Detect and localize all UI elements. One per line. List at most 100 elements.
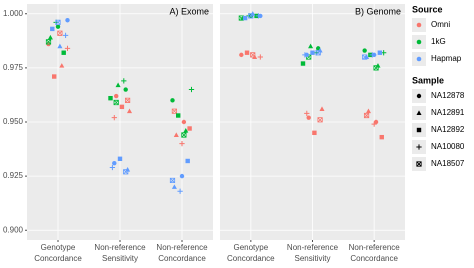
point — [65, 18, 70, 23]
point — [242, 15, 248, 21]
x-tick-label: Non-reference Sensitivity — [94, 243, 146, 263]
point — [369, 52, 375, 58]
point — [55, 24, 61, 29]
point — [123, 169, 129, 175]
legend-label: NA10080 — [431, 142, 465, 151]
x-tick-label: Non-reference Concordance — [156, 243, 208, 263]
point — [117, 156, 123, 162]
point — [50, 26, 55, 32]
point — [185, 158, 190, 164]
point — [300, 61, 306, 66]
point — [176, 113, 181, 118]
legend-shape — [416, 127, 422, 133]
y-tick-label: 0.975 — [3, 63, 24, 72]
legend-shape — [416, 93, 422, 99]
legend-label: Hapmap — [431, 54, 462, 63]
point — [317, 117, 323, 123]
point — [310, 50, 315, 55]
point — [362, 48, 367, 53]
legend-label: NA18507 — [431, 159, 465, 168]
y-tick-label: 1.000 — [3, 9, 24, 18]
legend-label: NA12892 — [431, 125, 465, 134]
point — [55, 19, 61, 26]
point — [181, 132, 187, 138]
legend-swatch — [416, 22, 422, 28]
x-tick-label: Non-reference Sensitivity — [287, 243, 339, 263]
y-tick-label: 0.900 — [3, 225, 24, 234]
point — [170, 98, 175, 103]
point — [362, 54, 368, 60]
point — [187, 126, 192, 131]
legend-label: Omni — [431, 20, 450, 29]
point — [59, 63, 65, 68]
point — [179, 141, 185, 147]
legend-shape — [416, 144, 422, 150]
point — [111, 115, 117, 121]
point — [371, 121, 377, 127]
point — [363, 112, 370, 119]
point — [250, 52, 256, 58]
point — [57, 43, 63, 49]
point — [255, 13, 262, 19]
point — [62, 32, 69, 39]
point — [308, 43, 314, 49]
point — [257, 54, 263, 60]
point — [379, 134, 384, 140]
point — [109, 164, 116, 171]
point — [64, 45, 71, 52]
point — [61, 50, 66, 55]
point — [188, 86, 195, 93]
point — [115, 82, 121, 88]
point — [179, 173, 185, 179]
point — [121, 78, 127, 84]
point — [47, 34, 53, 40]
point — [112, 160, 117, 166]
point — [173, 132, 179, 137]
point — [52, 74, 57, 79]
point — [373, 65, 379, 71]
point — [45, 39, 52, 45]
point — [126, 108, 133, 114]
point — [304, 110, 310, 116]
legend-swatch — [416, 56, 422, 62]
point — [183, 128, 189, 133]
legend-shape — [416, 110, 422, 115]
legend-title: Sample — [412, 75, 444, 85]
point — [108, 95, 113, 101]
y-tick-label: 0.925 — [3, 171, 24, 180]
legend-label: 1kG — [431, 37, 446, 46]
point — [171, 184, 177, 189]
point — [365, 108, 371, 114]
point — [244, 50, 250, 55]
legend-title: Source — [412, 4, 443, 14]
legend-label: NA12878 — [431, 91, 465, 100]
x-tick-label: Non-reference Concordance — [349, 243, 401, 263]
panel-title: B) Genome — [355, 6, 401, 16]
point — [181, 119, 187, 125]
point — [239, 52, 244, 58]
point — [123, 87, 128, 92]
legend-label: NA12891 — [431, 108, 465, 117]
x-tick-label: Genotype Concordance — [227, 243, 275, 263]
y-tick-label: 0.950 — [3, 117, 24, 126]
point — [169, 177, 176, 184]
point — [119, 104, 125, 110]
point — [315, 50, 321, 56]
point — [248, 13, 254, 19]
point — [57, 30, 63, 36]
point — [177, 188, 183, 194]
point — [373, 119, 379, 125]
panel-title: A) Exome — [169, 6, 209, 16]
point — [114, 93, 119, 99]
point — [306, 115, 311, 120]
point — [238, 15, 244, 21]
point — [125, 97, 131, 103]
legend-swatch — [416, 39, 422, 45]
point — [319, 106, 325, 111]
legend-shape — [416, 161, 422, 167]
point — [377, 50, 383, 55]
point — [312, 130, 317, 136]
point — [113, 99, 119, 106]
x-tick-label: Genotype Concordance — [34, 243, 82, 263]
